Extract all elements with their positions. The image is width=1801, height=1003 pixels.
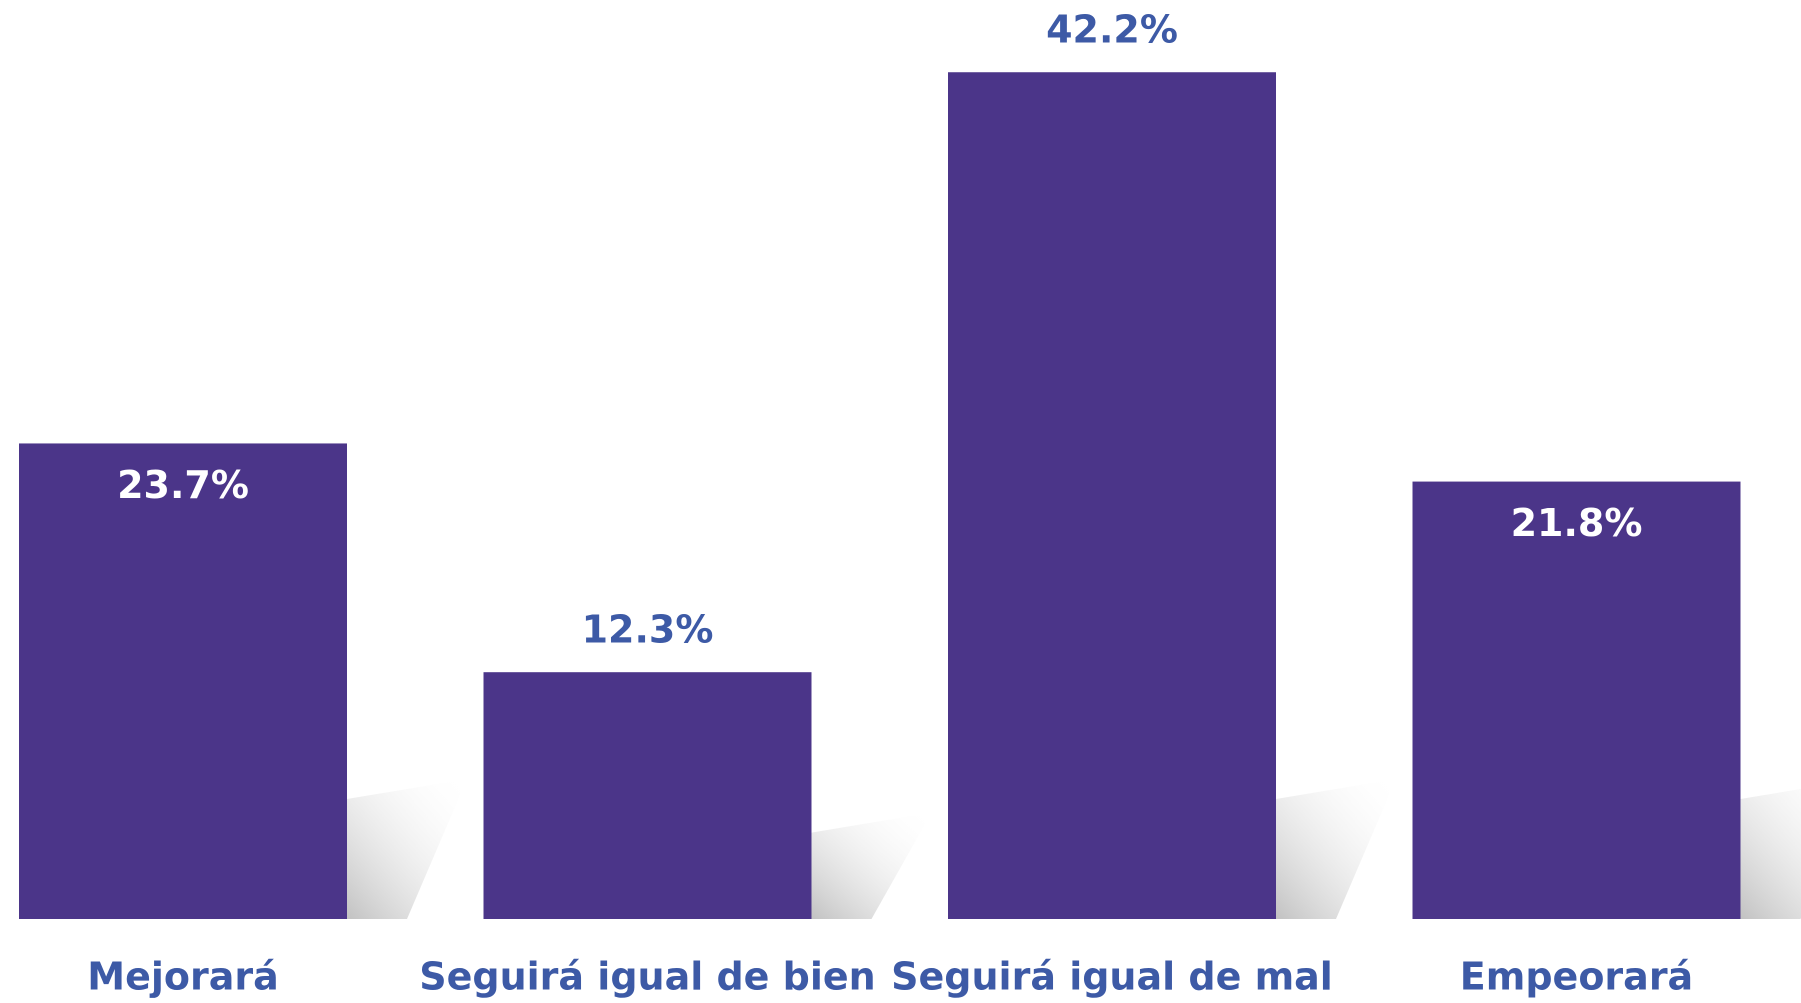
x-tick-label: Seguirá igual de bien bbox=[419, 955, 875, 999]
data-label: 23.7% bbox=[117, 463, 249, 507]
x-tick-label: Seguirá igual de mal bbox=[891, 955, 1333, 999]
bar-shadow bbox=[811, 812, 932, 919]
x-tick-label: Empeorará bbox=[1460, 955, 1693, 999]
bar bbox=[948, 72, 1276, 919]
data-label: 21.8% bbox=[1511, 501, 1643, 545]
bar-shadow bbox=[1740, 788, 1801, 919]
bar-shadow bbox=[347, 779, 467, 919]
bar bbox=[1412, 481, 1741, 919]
bar-shadow bbox=[1276, 779, 1396, 919]
data-label: 42.2% bbox=[1046, 8, 1178, 52]
bar bbox=[483, 672, 812, 919]
data-label: 12.3% bbox=[582, 608, 714, 652]
bar bbox=[19, 443, 347, 919]
x-tick-label: Mejorará bbox=[87, 955, 278, 999]
